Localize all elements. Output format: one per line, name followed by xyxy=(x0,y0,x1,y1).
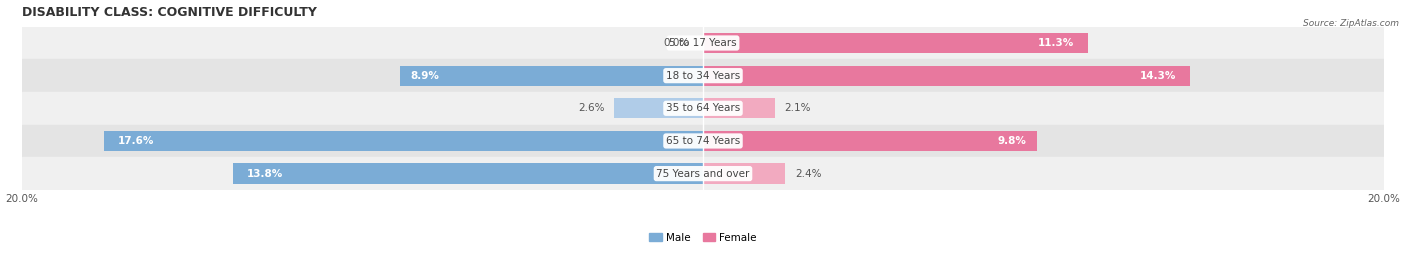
Bar xyxy=(703,131,1036,151)
Bar xyxy=(22,157,1384,190)
Bar xyxy=(703,33,1088,53)
Text: 2.6%: 2.6% xyxy=(578,103,605,113)
Text: 18 to 34 Years: 18 to 34 Years xyxy=(666,71,740,81)
Bar xyxy=(22,27,1384,59)
Text: 8.9%: 8.9% xyxy=(411,71,439,81)
Text: 11.3%: 11.3% xyxy=(1038,38,1074,48)
Text: 0.0%: 0.0% xyxy=(664,38,689,48)
Bar xyxy=(614,98,703,118)
Legend: Male, Female: Male, Female xyxy=(645,228,761,247)
Text: 65 to 74 Years: 65 to 74 Years xyxy=(666,136,740,146)
Text: 14.3%: 14.3% xyxy=(1140,71,1177,81)
Bar xyxy=(22,59,1384,92)
Text: 9.8%: 9.8% xyxy=(998,136,1026,146)
Text: 35 to 64 Years: 35 to 64 Years xyxy=(666,103,740,113)
Bar xyxy=(233,164,703,184)
Text: 75 Years and over: 75 Years and over xyxy=(657,169,749,179)
Text: 2.4%: 2.4% xyxy=(794,169,821,179)
Bar xyxy=(703,66,1189,86)
Bar xyxy=(703,164,785,184)
Bar xyxy=(22,125,1384,157)
Text: 17.6%: 17.6% xyxy=(117,136,153,146)
Text: Source: ZipAtlas.com: Source: ZipAtlas.com xyxy=(1303,19,1399,28)
Bar xyxy=(104,131,703,151)
Text: 13.8%: 13.8% xyxy=(246,169,283,179)
Text: 5 to 17 Years: 5 to 17 Years xyxy=(669,38,737,48)
Bar xyxy=(399,66,703,86)
Bar xyxy=(22,92,1384,125)
Bar xyxy=(703,98,775,118)
Text: 2.1%: 2.1% xyxy=(785,103,811,113)
Text: DISABILITY CLASS: COGNITIVE DIFFICULTY: DISABILITY CLASS: COGNITIVE DIFFICULTY xyxy=(22,6,316,19)
